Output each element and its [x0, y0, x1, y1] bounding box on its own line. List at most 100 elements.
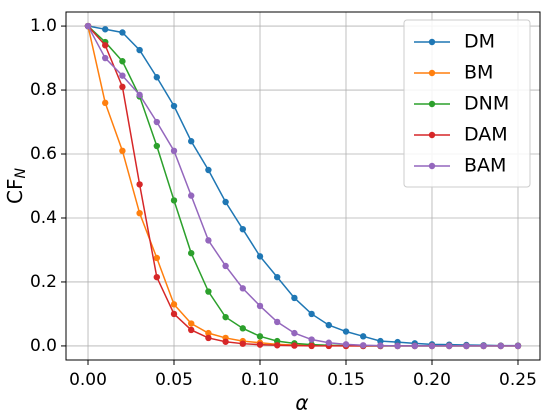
data-point — [119, 58, 126, 65]
data-point — [359, 333, 367, 340]
data-point — [170, 102, 178, 110]
y-axis-label-group: CFN — [3, 168, 30, 204]
data-point — [256, 333, 264, 340]
legend-marker — [428, 38, 436, 46]
data-point — [188, 326, 195, 334]
legend-label: DNM — [464, 93, 509, 115]
data-point — [205, 329, 212, 337]
y-tick-label: 0.2 — [30, 272, 57, 292]
y-tick-label: 0.6 — [30, 144, 57, 164]
data-point — [291, 342, 298, 349]
x-tick-label: 0.10 — [241, 370, 279, 390]
data-point — [445, 342, 453, 350]
y-tick-label: 0.4 — [30, 208, 57, 228]
data-point — [463, 342, 470, 350]
data-point — [222, 262, 229, 270]
data-point — [170, 147, 178, 155]
data-point — [222, 338, 229, 345]
data-point — [239, 225, 247, 233]
data-point — [239, 285, 247, 292]
legend-label: DAM — [464, 124, 508, 146]
legend-marker — [428, 131, 436, 139]
x-tick-label: 0.25 — [499, 370, 537, 390]
data-point — [119, 147, 126, 155]
legend-marker — [428, 69, 436, 77]
data-point — [308, 342, 315, 350]
data-point — [205, 237, 212, 244]
data-point — [170, 301, 178, 308]
data-point — [325, 321, 332, 329]
data-point — [256, 253, 264, 260]
x-tick-label: 0.15 — [327, 370, 365, 390]
data-point — [136, 91, 143, 99]
data-point — [325, 339, 332, 346]
data-point — [342, 328, 350, 335]
data-point — [205, 288, 212, 295]
data-point — [188, 249, 195, 257]
legend-box — [403, 19, 531, 188]
y-tick-label: 0.8 — [30, 80, 57, 100]
data-point — [84, 22, 92, 30]
data-point — [377, 337, 384, 345]
data-point — [188, 320, 195, 327]
data-point — [359, 342, 367, 349]
data-point — [119, 29, 126, 36]
data-point — [102, 99, 109, 107]
data-point — [102, 26, 109, 33]
y-label-main: CF — [3, 179, 27, 204]
data-point — [342, 341, 350, 348]
legend-label: BAM — [464, 155, 506, 177]
x-tick-label: 0.00 — [69, 370, 107, 390]
data-point — [170, 310, 178, 318]
data-point — [153, 74, 161, 81]
data-point — [480, 342, 487, 350]
data-point — [291, 329, 298, 337]
data-point — [394, 342, 401, 350]
data-point — [188, 192, 195, 199]
data-point — [291, 294, 298, 302]
data-point — [274, 342, 281, 349]
data-point — [308, 336, 315, 343]
data-point — [222, 313, 229, 321]
data-point — [256, 341, 264, 348]
data-point — [136, 209, 143, 217]
data-point — [514, 342, 522, 350]
data-point — [377, 342, 384, 349]
legend-marker — [428, 162, 436, 170]
data-point — [153, 118, 161, 126]
data-point — [497, 342, 504, 350]
data-point — [102, 54, 109, 62]
data-point — [153, 142, 161, 150]
data-point — [256, 302, 264, 310]
data-point — [119, 83, 126, 91]
data-point — [136, 181, 143, 188]
y-axis-label: CFN — [3, 168, 30, 204]
data-point — [274, 273, 281, 281]
y-tick-label: 1.0 — [30, 16, 57, 36]
x-tick-label: 0.20 — [413, 370, 451, 390]
data-point — [239, 340, 247, 347]
data-point — [205, 334, 212, 342]
x-axis-label: α — [295, 391, 308, 415]
legend-label: DM — [464, 31, 495, 53]
data-point — [188, 138, 195, 145]
data-point — [102, 42, 109, 49]
data-point — [205, 166, 212, 174]
data-point — [411, 342, 418, 350]
data-point — [222, 198, 229, 206]
y-tick-label: 0.0 — [30, 336, 57, 356]
data-point — [239, 325, 247, 332]
data-point — [428, 342, 436, 350]
x-tick-label: 0.05 — [155, 370, 193, 390]
data-point — [170, 197, 178, 204]
legend-marker — [428, 100, 436, 108]
data-point — [153, 273, 161, 281]
data-point — [308, 310, 315, 318]
data-point — [119, 72, 126, 79]
y-label-sub: N — [13, 168, 29, 179]
legend-label: BM — [464, 62, 493, 84]
data-point — [136, 46, 143, 54]
data-point — [153, 254, 161, 262]
plot-frame — [65, 11, 541, 361]
